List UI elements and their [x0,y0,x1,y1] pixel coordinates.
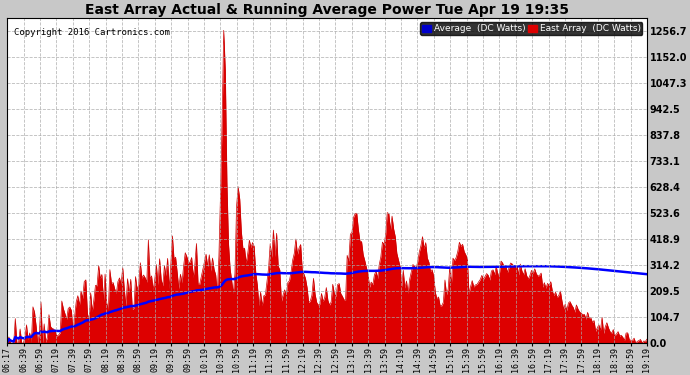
Legend: Average  (DC Watts), East Array  (DC Watts): Average (DC Watts), East Array (DC Watts… [420,22,642,35]
Text: Copyright 2016 Cartronics.com: Copyright 2016 Cartronics.com [14,28,170,37]
Title: East Array Actual & Running Average Power Tue Apr 19 19:35: East Array Actual & Running Average Powe… [85,3,569,17]
